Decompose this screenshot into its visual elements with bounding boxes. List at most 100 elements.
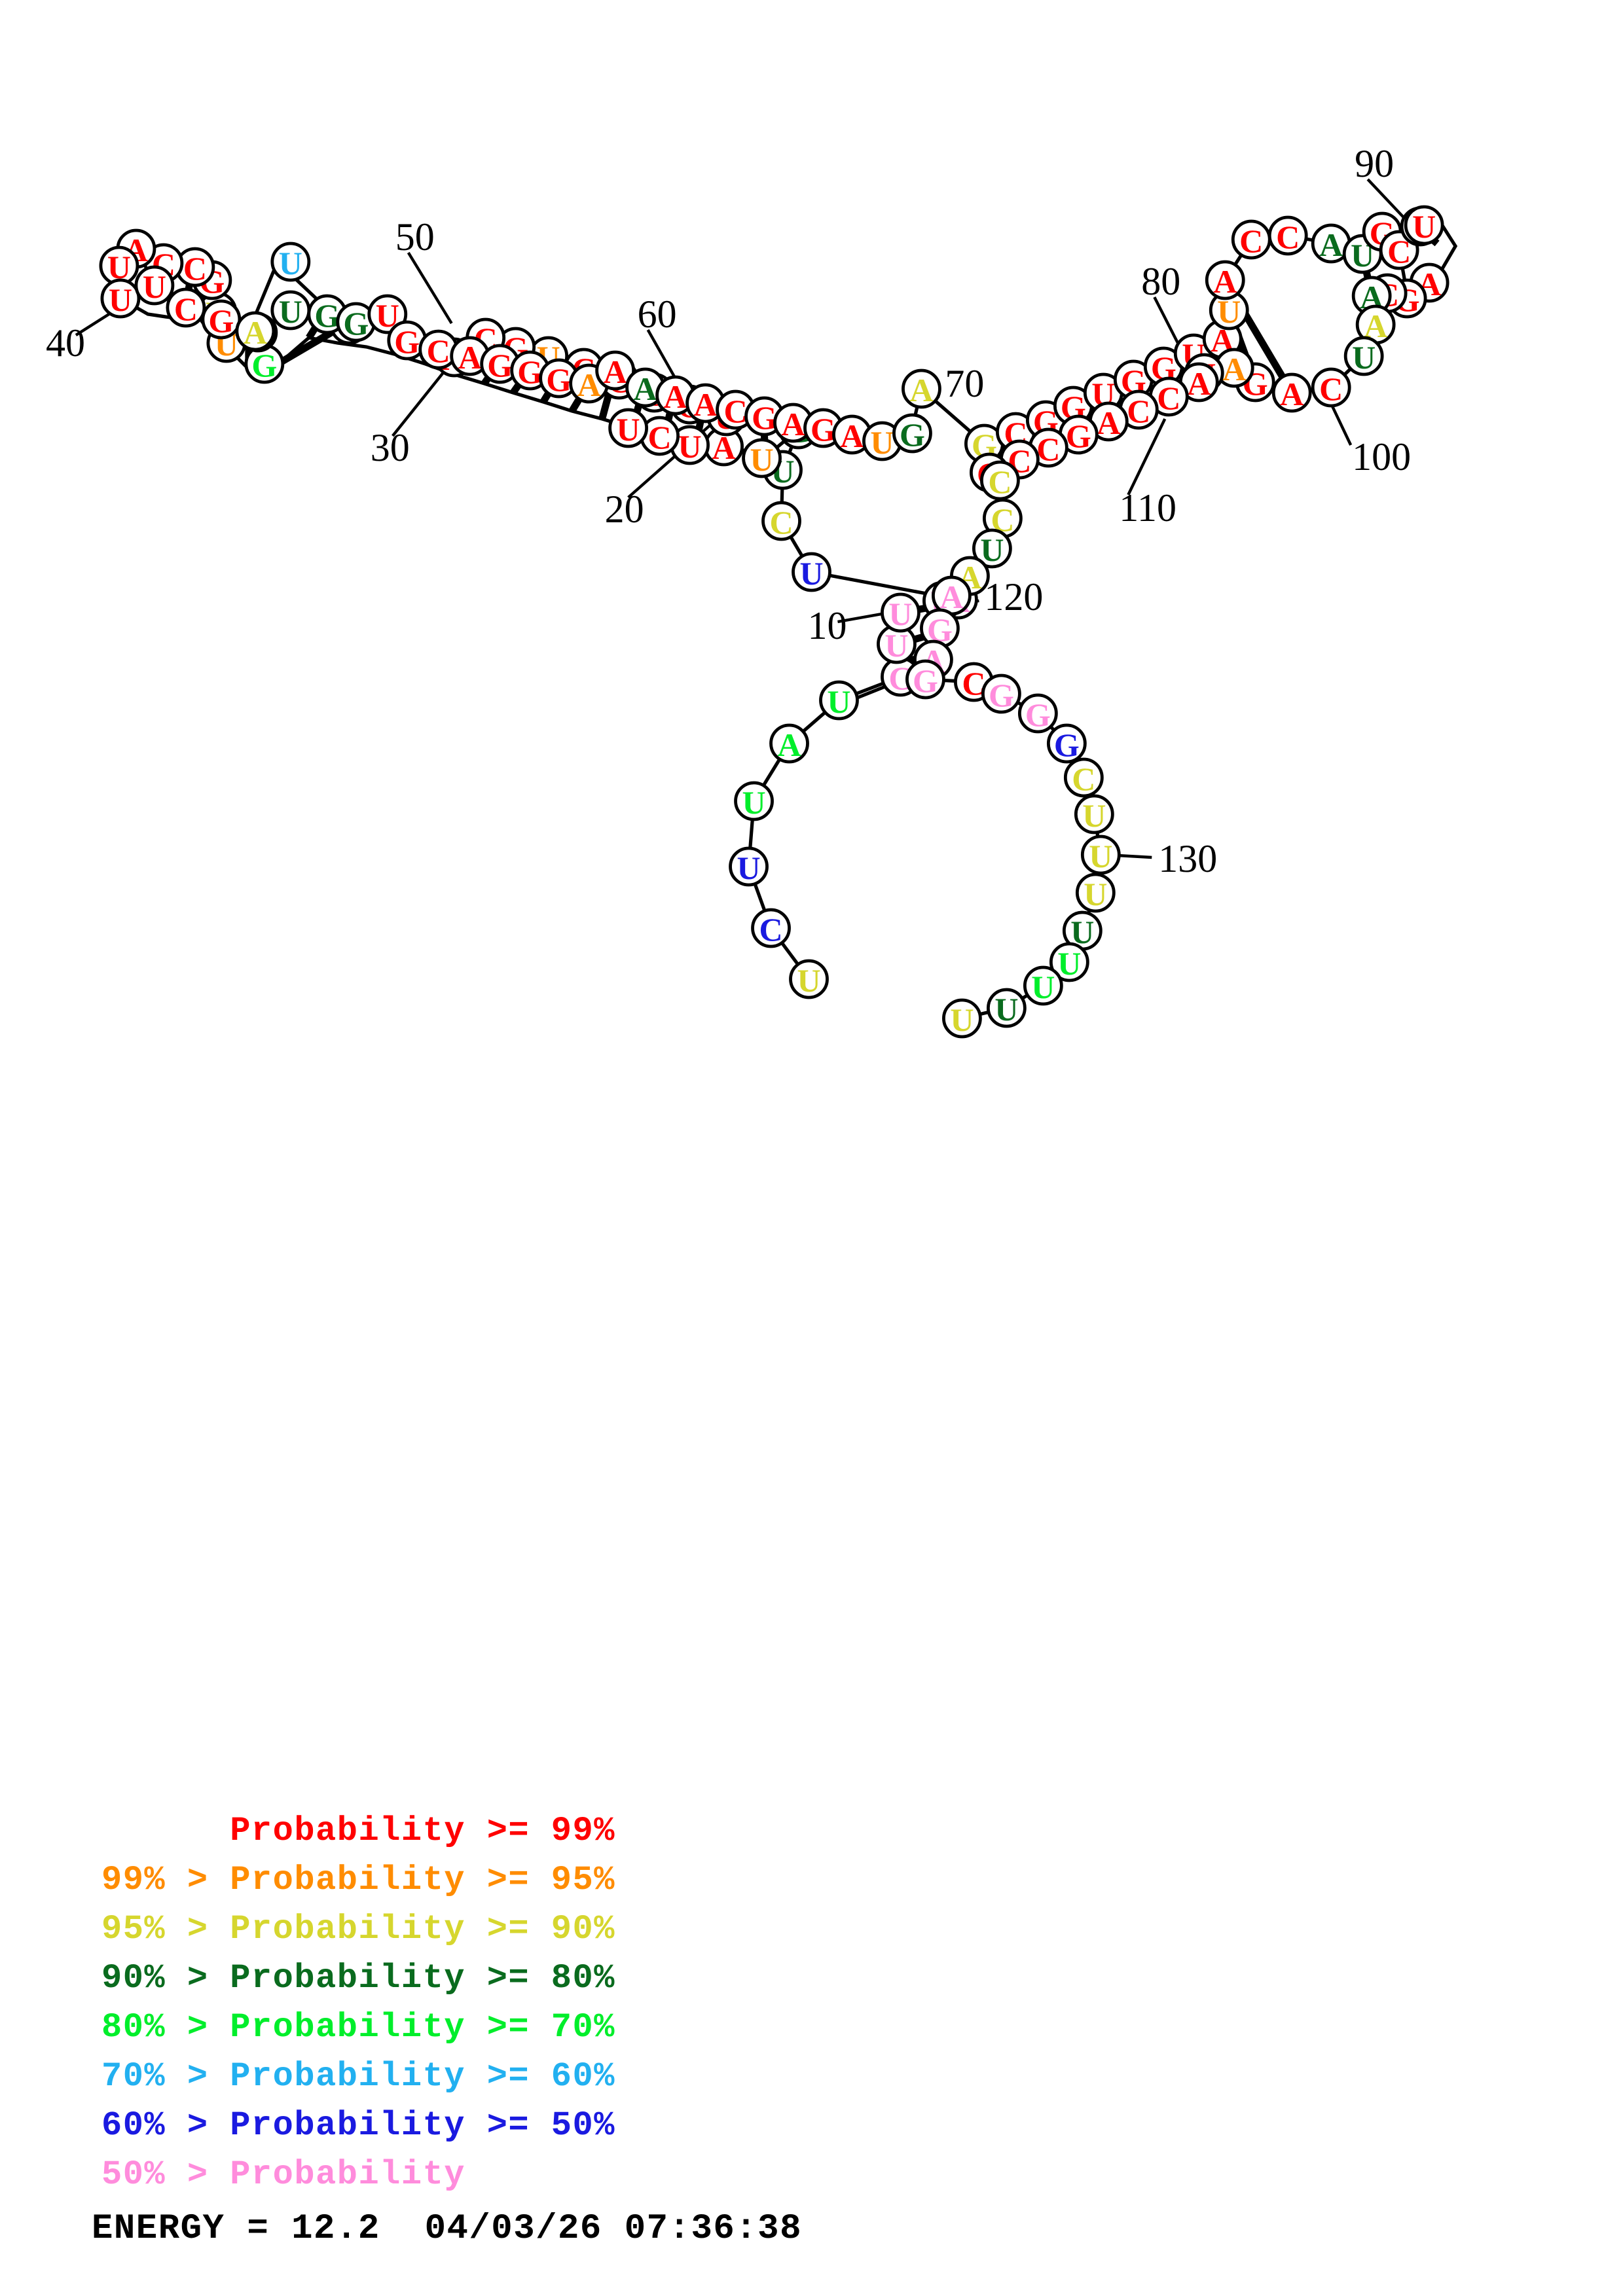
nucleotide-79[interactable]: C — [1267, 215, 1308, 256]
position-label-80: 80 — [1141, 260, 1180, 303]
nucleotide-81[interactable]: A — [1311, 223, 1351, 264]
nucleotide-107[interactable]: C — [982, 498, 1023, 539]
nucleotide-48[interactable]: U — [367, 294, 408, 334]
nucleotide-67[interactable]: A — [902, 368, 941, 409]
nucleotide-44[interactable]: A — [235, 311, 276, 351]
nucleotide-57[interactable]: A — [625, 367, 665, 408]
probability-legend: Probability >= 99% 99% > Probability >= … — [0, 1806, 1623, 2199]
nucleotide-letter: U — [884, 627, 908, 664]
nucleotide-circle — [742, 438, 782, 478]
nucleotide-19[interactable]: U — [608, 408, 649, 448]
nucleotide-39[interactable]: U — [99, 245, 139, 286]
nucleotide-114[interactable]: G — [905, 659, 945, 700]
nucleotide-117[interactable]: G — [1017, 693, 1058, 734]
nucleotide-40[interactable]: U — [100, 278, 141, 319]
nucleotide-106[interactable]: C — [979, 460, 1020, 501]
nucleotide-108[interactable]: U — [972, 528, 1012, 569]
nucleotide-116[interactable]: G — [981, 673, 1021, 714]
nucleotide-59[interactable]: A — [685, 383, 725, 423]
nucleotide-49[interactable]: G — [387, 320, 428, 361]
nucleotide-letter: U — [1089, 838, 1112, 874]
nucleotide-circle — [819, 680, 859, 721]
nucleotide-circle — [986, 988, 1027, 1028]
position-leader-line — [407, 251, 453, 325]
nucleotide-18[interactable]: C — [640, 416, 680, 456]
nucleotide-78[interactable]: A — [1205, 260, 1245, 300]
nucleotide-9[interactable]: U — [881, 592, 921, 633]
nucleotide-66[interactable]: G — [892, 413, 932, 454]
nucleotide-letter: A — [1213, 263, 1237, 300]
nucleotide-15[interactable]: U — [742, 438, 782, 478]
position-label-30: 30 — [371, 426, 410, 469]
nucleotide-53[interactable]: G — [510, 350, 551, 391]
nucleotide-letter: A — [777, 726, 801, 763]
position-leader-line — [1127, 418, 1167, 495]
nucleotide-103[interactable]: C — [1028, 427, 1068, 468]
nucleotide-12[interactable]: C — [761, 501, 801, 541]
nucleotide-45[interactable]: U — [270, 242, 311, 282]
nucleotide-2[interactable]: C — [751, 908, 791, 948]
nucleotide-6[interactable]: U — [819, 680, 859, 721]
nucleotide-8[interactable]: U — [877, 624, 917, 664]
nucleotide-16[interactable]: A — [704, 426, 744, 467]
nucleotide-3[interactable]: U — [729, 846, 769, 887]
nucleotide-letter: C — [759, 911, 782, 948]
nucleotide-125[interactable]: U — [1023, 965, 1063, 1006]
nucleotide-circle — [235, 311, 276, 351]
nucleotide-30[interactable]: U — [270, 290, 311, 331]
nucleotide-99[interactable]: C — [1148, 376, 1189, 417]
nucleotide-circle — [902, 368, 941, 409]
nucleotide-127[interactable]: U — [942, 998, 982, 1039]
legend-row-p50: 60% > Probability >= 50% — [101, 2106, 615, 2145]
nucleotide-51[interactable]: A — [450, 336, 490, 376]
nucleotide-letter: C — [724, 393, 748, 429]
nucleotide-86[interactable]: U — [1404, 205, 1444, 245]
position-label-20: 20 — [605, 488, 644, 531]
nucleotide-circle — [1404, 205, 1444, 245]
nucleotide-124[interactable]: U — [1049, 942, 1089, 982]
nucleotide-circle — [751, 908, 791, 948]
nucleotide-121[interactable]: U — [1080, 834, 1121, 875]
nucleotide-circle — [792, 552, 831, 592]
nucleotide-4[interactable]: U — [734, 781, 774, 821]
nucleotide-93[interactable]: C — [1311, 367, 1351, 408]
nucleotide-17[interactable]: U — [670, 425, 710, 465]
nucleotide-5[interactable]: A — [769, 723, 809, 764]
nucleotide-letter: U — [750, 441, 773, 478]
nucleotide-92[interactable]: U — [1343, 336, 1384, 376]
nucleotide-64[interactable]: A — [832, 414, 872, 455]
nucleotide-letter: C — [648, 419, 672, 456]
nucleotide-126[interactable]: U — [986, 988, 1027, 1028]
nucleotide-41[interactable]: U — [134, 265, 175, 306]
nucleotide-122[interactable]: U — [1075, 872, 1116, 913]
nucleotide-31[interactable]: G — [244, 344, 285, 384]
nucleotide-42[interactable]: C — [166, 287, 206, 328]
nucleotide-letter: U — [279, 245, 302, 281]
nucleotide-94[interactable]: A — [1271, 372, 1312, 413]
nucleotide-123[interactable]: U — [1062, 910, 1103, 951]
nucleotide-120[interactable]: U — [1074, 794, 1114, 834]
nucleotide-118[interactable]: G — [1046, 723, 1087, 764]
nucleotide-letter: C — [1036, 431, 1060, 467]
nucleotide-letter: C — [183, 250, 207, 287]
nucleotide-36[interactable]: C — [175, 247, 215, 287]
nucleotide-circle — [608, 408, 649, 448]
nucleotide-letter: C — [769, 504, 793, 541]
nucleotide-96[interactable]: A — [1214, 348, 1254, 388]
nucleotide-circle — [942, 998, 982, 1039]
nucleotide-letter: G — [251, 347, 277, 384]
nucleotide-11[interactable]: U — [792, 552, 831, 592]
nucleotide-80[interactable]: C — [1231, 219, 1271, 260]
nucleotide-circle — [761, 501, 801, 541]
nucleotide-58[interactable]: A — [655, 375, 695, 416]
nucleotide-54[interactable]: G — [539, 358, 579, 399]
nucleotide-1[interactable]: U — [789, 959, 829, 999]
nucleotide-62[interactable]: A — [773, 403, 813, 443]
position-label-90: 90 — [1355, 142, 1394, 185]
nucleotide-56[interactable]: A — [595, 350, 636, 391]
nucleotide-111[interactable]: A — [932, 575, 972, 616]
position-label-40: 40 — [46, 321, 85, 365]
nucleotide-43[interactable]: G — [201, 299, 242, 340]
nucleotide-119[interactable]: C — [1063, 757, 1104, 798]
nucleotide-circle — [1046, 723, 1087, 764]
